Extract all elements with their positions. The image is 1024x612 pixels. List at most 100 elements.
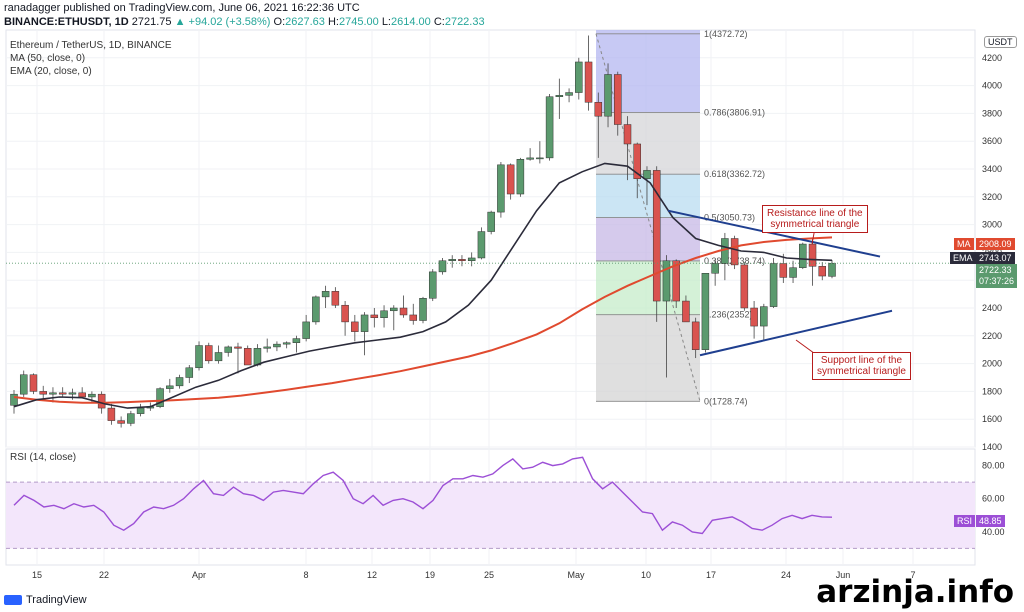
support-text-2: symmetrical triangle — [817, 366, 906, 377]
candle-body — [779, 263, 788, 278]
ma-legend[interactable]: MA (50, close, 0) — [10, 53, 86, 64]
candle-body — [312, 296, 320, 323]
candle-body — [19, 374, 28, 395]
high-label: H: — [327, 16, 339, 28]
candle-body — [487, 211, 495, 232]
time-tick-label: 22 — [99, 570, 109, 580]
price-tick-label: 4000 — [982, 81, 1002, 91]
fib-level-label: 0.5(3050.73) — [704, 213, 755, 223]
currency-badge[interactable]: USDT — [984, 36, 1017, 48]
candle-body — [10, 393, 18, 406]
candle-body — [253, 348, 262, 366]
support-trendline — [699, 309, 893, 357]
open-value: 2627.63 — [285, 16, 325, 28]
candle-body — [292, 338, 301, 343]
candle-body — [29, 374, 38, 392]
candle-body — [341, 304, 349, 323]
candle-body — [682, 300, 690, 323]
candle-body — [828, 262, 836, 277]
ema-legend[interactable]: EMA (20, close, 0) — [10, 66, 92, 77]
tradingview-brand[interactable]: TradingView — [4, 594, 87, 606]
ema-badge-value: 2743.07 — [976, 252, 1015, 264]
candle-body — [97, 393, 106, 409]
candle-body — [672, 260, 680, 302]
time-tick-label: 17 — [706, 570, 716, 580]
price-tick-label: 3600 — [982, 136, 1002, 146]
price-tick-label: 1800 — [982, 386, 1002, 396]
candle-body — [497, 164, 505, 213]
candle-body — [545, 96, 554, 159]
candle-body — [536, 157, 544, 160]
price-tick-label: 3400 — [982, 164, 1002, 174]
time-tick-label: 25 — [484, 570, 494, 580]
candle-body — [506, 164, 515, 195]
candle-body — [243, 348, 252, 366]
rsi-legend[interactable]: RSI (14, close) — [10, 452, 77, 463]
candle-body — [380, 310, 388, 318]
rsi-tick-label: 60.00 — [982, 494, 1005, 504]
candle-body — [39, 391, 47, 395]
price-tick-label: 2200 — [982, 331, 1002, 341]
resistance-trendline — [667, 209, 881, 258]
candle-body — [818, 266, 827, 277]
resistance-callout: Resistance line of the symmetrical trian… — [762, 205, 868, 233]
candle-body — [78, 392, 86, 398]
candle-body — [633, 143, 641, 179]
candle-body — [565, 92, 573, 96]
watermark: arzinja.info — [816, 574, 1014, 610]
time-tick-label: 8 — [303, 570, 308, 580]
rsi-tick-label: 40.00 — [982, 527, 1005, 537]
time-tick-label: Apr — [192, 570, 206, 580]
candle-body — [49, 392, 57, 395]
price-tick-label: 3800 — [982, 108, 1002, 118]
resistance-text-1: Resistance line of the — [767, 208, 863, 219]
price-tick-label: 2400 — [982, 303, 1002, 313]
time-tick-label: Jun — [836, 570, 851, 580]
price-badge-countdown: 07:37:26 — [979, 276, 1015, 286]
candle-body — [282, 342, 291, 345]
price-tick-label: 1400 — [982, 442, 1002, 452]
fib-level-label: 0(1728.74) — [704, 396, 748, 406]
open-label: O: — [273, 16, 286, 28]
rsi-tick-label: 80.00 — [982, 461, 1005, 471]
low-value: 2614.00 — [391, 16, 431, 28]
candle-body — [448, 259, 456, 261]
candle-body — [351, 321, 359, 332]
candle-body — [458, 259, 466, 261]
close-label: C: — [433, 16, 445, 28]
symbol: BINANCE:ETHUSDT, 1D — [4, 16, 129, 28]
candle-body — [662, 260, 671, 302]
low-label: L: — [381, 16, 391, 28]
fib-level-label: 0.618(3362.72) — [704, 169, 765, 179]
fib-level-label: 0.786(3806.91) — [704, 107, 765, 117]
ma-badge-value: 2908.09 — [976, 238, 1015, 250]
candle-body — [195, 345, 203, 369]
support-callout: Support line of the symmetrical triangle — [812, 352, 911, 380]
candle-body — [331, 291, 340, 306]
time-tick-label: 24 — [781, 570, 791, 580]
candle-body — [750, 307, 758, 327]
last-price: 2721.75 — [131, 16, 172, 28]
candle-body — [584, 61, 593, 103]
candle-body — [555, 95, 564, 97]
candle-body — [575, 61, 583, 93]
price-tick-label: 1600 — [982, 414, 1002, 424]
candle-body — [156, 388, 164, 407]
candle-body — [263, 346, 271, 349]
candle-body — [730, 238, 739, 266]
candle-body — [205, 345, 213, 362]
candle-body — [88, 393, 96, 398]
candle-body — [652, 170, 661, 302]
fib-zone — [596, 217, 700, 261]
publisher-line: ranadagger published on TradingView.com,… — [4, 2, 360, 14]
price-badge-value: 2722.33 — [979, 265, 1012, 275]
tradingview-label: TradingView — [26, 594, 87, 606]
candle-body — [467, 257, 476, 261]
fib-zone — [596, 30, 700, 113]
candle-body — [390, 307, 398, 312]
high-value: 2745.00 — [338, 16, 379, 28]
candle-body — [604, 74, 612, 117]
candle-body — [302, 321, 310, 339]
resistance-text-2: symmetrical triangle — [770, 219, 860, 230]
